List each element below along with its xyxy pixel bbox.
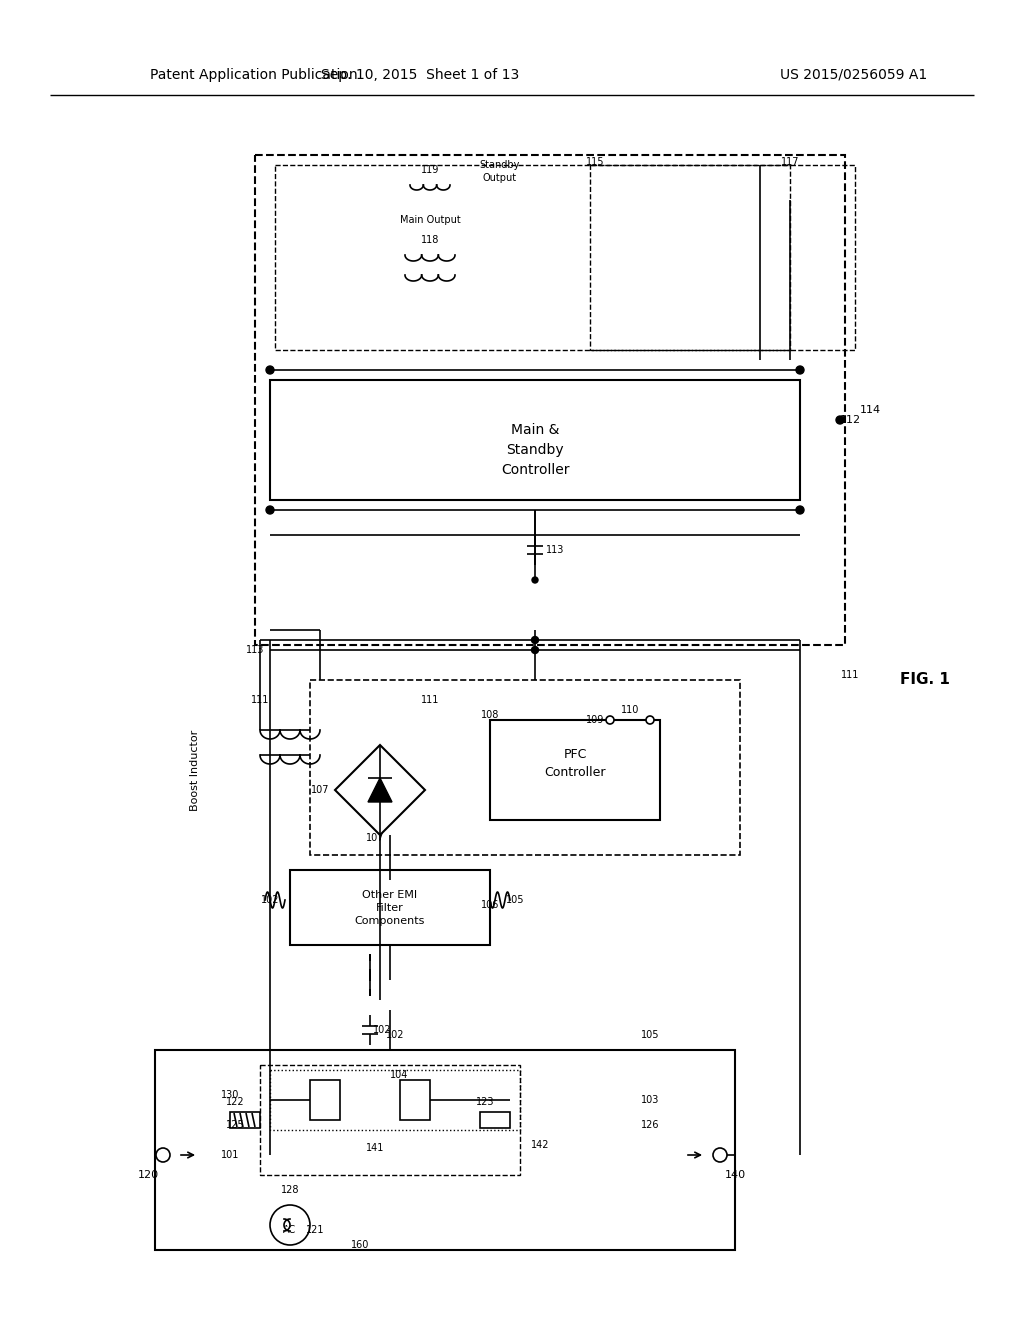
Text: Main &: Main & bbox=[511, 422, 559, 437]
Text: 114: 114 bbox=[859, 405, 881, 414]
Text: 117: 117 bbox=[780, 157, 800, 168]
Circle shape bbox=[156, 1148, 170, 1162]
Text: 107: 107 bbox=[366, 833, 384, 843]
Text: Output: Output bbox=[483, 173, 517, 183]
Text: Controller: Controller bbox=[501, 463, 569, 477]
Text: 122: 122 bbox=[225, 1097, 245, 1107]
Circle shape bbox=[606, 715, 614, 723]
Text: 118: 118 bbox=[421, 235, 439, 246]
Text: 105: 105 bbox=[641, 1030, 659, 1040]
Text: 113: 113 bbox=[246, 645, 264, 655]
Text: PFC: PFC bbox=[563, 748, 587, 762]
Text: 102: 102 bbox=[386, 1030, 404, 1040]
Text: 107: 107 bbox=[310, 785, 330, 795]
Circle shape bbox=[796, 506, 804, 513]
Bar bbox=[255, 154, 845, 645]
Bar bbox=[310, 680, 740, 855]
Text: Components: Components bbox=[354, 916, 425, 927]
Circle shape bbox=[713, 1148, 727, 1162]
Bar bbox=[270, 1071, 520, 1130]
Text: Other EMI: Other EMI bbox=[362, 890, 418, 900]
Text: 102: 102 bbox=[261, 895, 280, 906]
Text: 101: 101 bbox=[221, 1150, 240, 1160]
Bar bbox=[400, 1080, 430, 1119]
Text: Filter: Filter bbox=[376, 903, 403, 913]
Text: FIG. 1: FIG. 1 bbox=[900, 672, 950, 688]
Text: Boost Inductor: Boost Inductor bbox=[190, 730, 200, 810]
Text: Patent Application Publication: Patent Application Publication bbox=[150, 69, 357, 82]
Text: 125: 125 bbox=[225, 1119, 245, 1130]
Text: Standby: Standby bbox=[506, 444, 564, 457]
Circle shape bbox=[796, 366, 804, 374]
Polygon shape bbox=[368, 777, 392, 803]
Text: 119: 119 bbox=[421, 165, 439, 176]
Circle shape bbox=[836, 416, 844, 424]
Text: 141: 141 bbox=[366, 1143, 384, 1152]
Bar bbox=[590, 165, 790, 350]
Text: US 2015/0256059 A1: US 2015/0256059 A1 bbox=[780, 69, 928, 82]
Text: 104: 104 bbox=[390, 1071, 409, 1080]
Text: 108: 108 bbox=[481, 710, 499, 719]
Text: 112: 112 bbox=[840, 414, 860, 425]
Bar bbox=[230, 1111, 260, 1129]
Text: 126: 126 bbox=[641, 1119, 659, 1130]
Bar bbox=[490, 719, 660, 820]
Text: 140: 140 bbox=[724, 1170, 745, 1180]
Bar bbox=[290, 870, 490, 945]
Text: Main Output: Main Output bbox=[399, 215, 461, 224]
Text: 111: 111 bbox=[251, 696, 269, 705]
Text: 128: 128 bbox=[281, 1185, 299, 1195]
Bar bbox=[270, 380, 800, 500]
Text: 110: 110 bbox=[621, 705, 639, 715]
Text: 113: 113 bbox=[546, 545, 564, 554]
Text: 121: 121 bbox=[306, 1225, 325, 1236]
Text: 102: 102 bbox=[373, 1026, 391, 1035]
Text: 111: 111 bbox=[421, 696, 439, 705]
Text: 105: 105 bbox=[506, 895, 524, 906]
Circle shape bbox=[646, 715, 654, 723]
Bar bbox=[480, 1111, 510, 1129]
Bar bbox=[260, 1065, 520, 1175]
Text: 142: 142 bbox=[530, 1140, 549, 1150]
Circle shape bbox=[531, 647, 539, 653]
Text: 130: 130 bbox=[221, 1090, 240, 1100]
Text: 160: 160 bbox=[351, 1239, 370, 1250]
Text: AC: AC bbox=[284, 1225, 297, 1236]
Bar bbox=[275, 165, 855, 350]
Circle shape bbox=[531, 636, 539, 644]
Bar bbox=[155, 1049, 735, 1250]
Text: 111: 111 bbox=[841, 671, 859, 680]
Text: 115: 115 bbox=[586, 157, 604, 168]
Circle shape bbox=[532, 577, 538, 583]
Circle shape bbox=[266, 506, 274, 513]
Text: Sep. 10, 2015  Sheet 1 of 13: Sep. 10, 2015 Sheet 1 of 13 bbox=[321, 69, 519, 82]
Text: Standby: Standby bbox=[480, 160, 520, 170]
Text: 123: 123 bbox=[476, 1097, 495, 1107]
Bar bbox=[310, 1080, 340, 1119]
Circle shape bbox=[266, 366, 274, 374]
Text: Controller: Controller bbox=[544, 766, 606, 779]
Text: 120: 120 bbox=[137, 1170, 159, 1180]
Text: 103: 103 bbox=[641, 1096, 659, 1105]
Text: 109: 109 bbox=[586, 715, 604, 725]
Text: 106: 106 bbox=[481, 900, 499, 909]
